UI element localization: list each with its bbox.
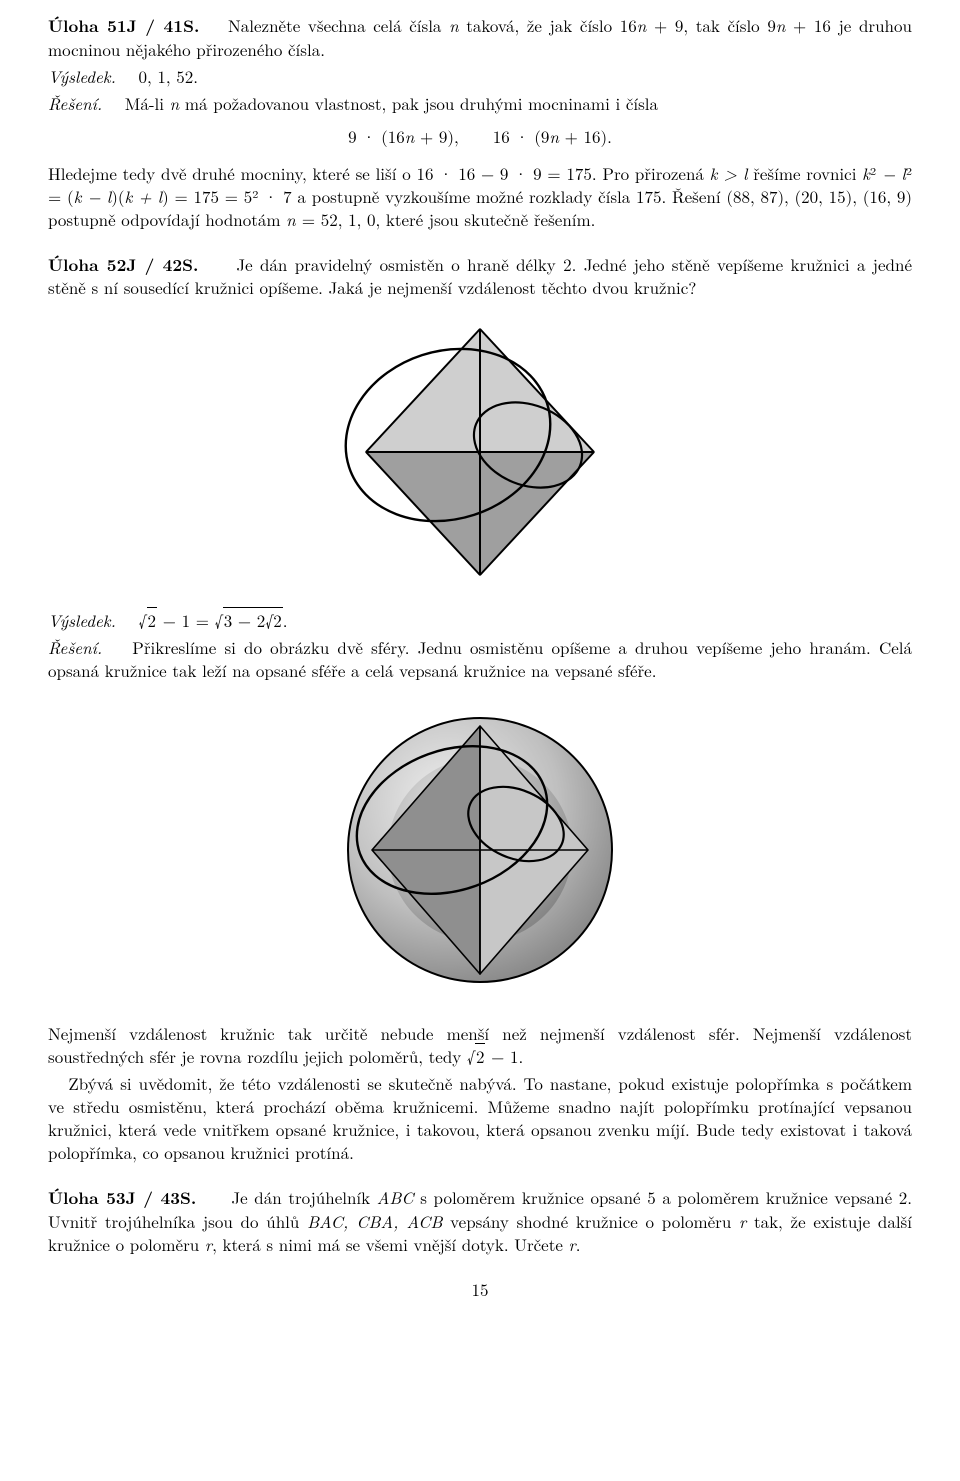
p51-pairs: (88, 87), (20, 15), (16, 9) bbox=[726, 184, 912, 208]
p51-vysledek-value: 0, 1, 52. bbox=[139, 64, 199, 88]
p53-heading: Úloha 53J / 43S. bbox=[48, 1186, 196, 1210]
p53-statement: Úloha 53J / 43S. Je dán trojúhelník ABC … bbox=[48, 1186, 912, 1256]
p51-vysledek: Výsledek. 0, 1, 52. bbox=[48, 65, 912, 88]
p52-reseni-text-1: Přikreslíme si do obrázku dvě sféry. Jed… bbox=[48, 635, 912, 682]
p52-vysledek-expr: √2 − 1 = √3 − 2√2. bbox=[139, 607, 288, 632]
page-number: 15 bbox=[48, 1278, 912, 1301]
vysledek-label: Výsledek. bbox=[48, 64, 116, 88]
p51-statement: Úloha 51J / 41S. Nalezněte všechna celá … bbox=[48, 14, 912, 61]
p51-reseni-line1: Řešení. Má-li n má požadovanou vlastnost… bbox=[48, 92, 912, 115]
p51-text-a: Nalezněte všechna celá čísla bbox=[228, 13, 449, 37]
p52-vysledek: Výsledek. √2 − 1 = √3 − 2√2. bbox=[48, 609, 912, 632]
p51-line3-a: a postupně vyzkoušíme možné rozklady čís… bbox=[292, 184, 727, 208]
p52-after-val: √2 − 1 bbox=[467, 1043, 519, 1068]
p51-text-c: , tak číslo bbox=[683, 13, 767, 37]
p51-reseni-n: n bbox=[170, 91, 180, 115]
p53-a: Je dán trojúhelník bbox=[231, 1185, 376, 1209]
p51-k: k bbox=[710, 161, 718, 185]
spacer-2 bbox=[48, 1168, 912, 1186]
p51-line2-eq: 16 · 16 − 9 · 9 = 175 bbox=[416, 161, 591, 185]
p52-figure-1 bbox=[48, 317, 912, 587]
p51-reseni-a: Má-li bbox=[125, 91, 170, 115]
p51-gt: > bbox=[718, 161, 744, 185]
reseni-label-2: Řešení. bbox=[48, 635, 102, 659]
p51-line2-a: Hledejme tedy dvě druhé mocniny, které s… bbox=[48, 161, 416, 185]
p53-r3: r bbox=[569, 1232, 576, 1256]
p52-reseni-p1: Řešení. Přikreslíme si do obrázku dvě sf… bbox=[48, 636, 912, 682]
p51-centered-eq: 9 · (16n + 9), 16 · (9n + 16). bbox=[48, 125, 912, 148]
p52-statement: Úloha 52J / 42S. Je dán pravidelný osmis… bbox=[48, 253, 912, 300]
octahedron-spheres-figure bbox=[320, 700, 640, 1000]
p53-c: vepsány shodné kružnice o poloměru bbox=[442, 1209, 739, 1233]
p52-after-b: . bbox=[519, 1044, 524, 1068]
p53-r2: r bbox=[205, 1232, 212, 1256]
p51-heading: Úloha 51J / 41S. bbox=[48, 14, 199, 38]
page: Úloha 51J / 41S. Nalezněte všechna celá … bbox=[0, 0, 960, 1331]
p51-reseni-line2: Hledejme tedy dvě druhé mocniny, které s… bbox=[48, 162, 912, 231]
p53-e: , která s nimi má se všemi vnější dotyk.… bbox=[212, 1232, 568, 1256]
p53-angles: BAC, CBA, ACB bbox=[307, 1209, 442, 1233]
p51-n: n bbox=[449, 13, 459, 37]
p51-expr2-n: n bbox=[776, 13, 786, 37]
p51-line2-c: řešíme rovnici bbox=[747, 161, 862, 185]
p52-heading: Úloha 52J / 42S. bbox=[48, 253, 198, 277]
p51-line3-b: postupně odpovídají hodnotám bbox=[48, 207, 286, 231]
spacer bbox=[48, 235, 912, 253]
octahedron-circles-figure bbox=[330, 317, 630, 587]
p53-f: . bbox=[576, 1232, 581, 1256]
p53-abc: ABC bbox=[377, 1185, 414, 1209]
reseni-label: Řešení. bbox=[48, 91, 102, 115]
p51-line3-c: , které jsou skutečně řešením. bbox=[375, 207, 595, 231]
p52-figure-2 bbox=[48, 700, 912, 1000]
p51-expr1-n: n bbox=[637, 13, 647, 37]
p51-text-b: taková, že jak číslo bbox=[459, 13, 620, 37]
p52-after-fig-p1: Nejmenší vzdálenost kružnic tak určitě n… bbox=[48, 1022, 912, 1068]
vysledek-label-2: Výsledek. bbox=[48, 608, 116, 632]
p52-after-fig-p2: Zbývá si uvědomit, že této vzdálenosti s… bbox=[48, 1072, 912, 1164]
p51-reseni-b: má požadovanou vlastnost, pak jsou druhý… bbox=[179, 91, 658, 115]
p51-line2-b: . Pro přirozená bbox=[592, 161, 710, 185]
